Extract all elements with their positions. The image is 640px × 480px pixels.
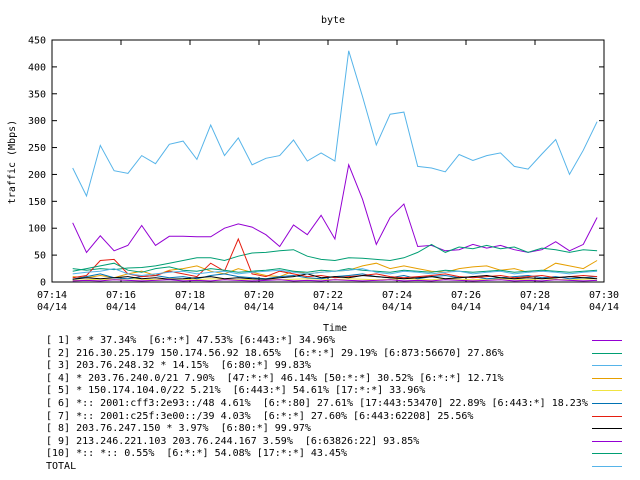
y-tick-label: 350 bbox=[28, 89, 46, 100]
legend-swatch bbox=[592, 390, 622, 392]
y-axis-label: traffic (Mbps) bbox=[7, 120, 18, 204]
legend-swatch bbox=[592, 365, 622, 367]
legend-entry: [ 5] * 150.174.104.0/22 5.21% [6:443:*] … bbox=[46, 385, 426, 397]
legend-entry: [ 4] * 203.76.240.0/21 7.90% [47:*:*] 46… bbox=[46, 372, 504, 384]
x-tick-label-time: 07:26 bbox=[451, 290, 481, 301]
legend-entry: [ 1] * * 37.34% [6:*:*] 47.53% [6:443:*]… bbox=[46, 335, 335, 346]
legend-entry: [ 8] 203.76.247.150 * 3.97% [6:80:*] 99.… bbox=[46, 423, 311, 435]
x-tick-label-date: 04/14 bbox=[520, 302, 550, 313]
series-line-11 bbox=[72, 268, 598, 277]
x-tick-label-time: 07:20 bbox=[244, 290, 274, 301]
y-tick-label: 0 bbox=[40, 278, 46, 289]
legend-swatch bbox=[592, 440, 622, 442]
y-tick-label: 150 bbox=[28, 197, 46, 208]
x-tick-label-date: 04/14 bbox=[451, 302, 481, 313]
x-tick-label-time: 07:22 bbox=[313, 290, 343, 301]
legend-swatch bbox=[592, 428, 622, 430]
legend-entry: TOTAL bbox=[46, 461, 77, 472]
series-line-4 bbox=[72, 260, 598, 279]
y-tick-label: 100 bbox=[28, 224, 46, 235]
y-tick-label: 450 bbox=[28, 36, 46, 47]
x-tick-label-date: 04/14 bbox=[244, 302, 274, 313]
legend-swatch bbox=[592, 403, 622, 404]
legend-swatch bbox=[592, 453, 622, 455]
x-tick-label-time: 07:28 bbox=[520, 290, 550, 301]
x-tick-label-time: 07:14 bbox=[37, 290, 67, 301]
legend-swatch bbox=[592, 466, 622, 467]
series-line-3 bbox=[72, 50, 598, 198]
chart-title: byte bbox=[321, 15, 345, 26]
legend-swatch bbox=[592, 415, 622, 417]
series-line-9 bbox=[72, 279, 598, 282]
y-tick-label: 400 bbox=[28, 62, 46, 73]
series-line-7 bbox=[72, 237, 598, 279]
legend-entry: [10] *:: *:: 0.55% [6:*:*] 54.08% [17:*:… bbox=[46, 448, 348, 460]
y-tick-label: 200 bbox=[28, 170, 46, 181]
legend-swatch bbox=[592, 352, 622, 354]
x-tick-label-date: 04/14 bbox=[589, 302, 619, 313]
legend-entry: [ 9] 213.246.221.103 203.76.244.167 3.59… bbox=[46, 435, 420, 447]
legend-entry: [ 2] 216.30.25.179 150.174.56.92 18.65% … bbox=[46, 347, 504, 359]
x-tick-label-date: 04/14 bbox=[382, 302, 412, 313]
x-axis-label: Time bbox=[323, 323, 347, 334]
x-axis: 07:1404/1407:1604/1407:1804/1407:2004/14… bbox=[37, 40, 619, 313]
series-line-1 bbox=[72, 163, 598, 254]
series-line-8 bbox=[72, 273, 598, 280]
plot-border bbox=[51, 39, 605, 283]
y-tick-label: 300 bbox=[28, 116, 46, 127]
y-tick-label: 250 bbox=[28, 143, 46, 154]
x-tick-label-date: 04/14 bbox=[37, 302, 67, 313]
legend-swatch bbox=[592, 377, 622, 379]
x-tick-label-date: 04/14 bbox=[313, 302, 343, 313]
plot-area bbox=[51, 39, 605, 283]
series-line-2 bbox=[72, 243, 598, 271]
x-tick-label-time: 07:16 bbox=[106, 290, 136, 301]
legend-swatch bbox=[592, 340, 622, 341]
legend-entry: [ 3] 203.76.248.32 * 14.15% [6:80:*] 99.… bbox=[46, 360, 311, 372]
x-tick-label-date: 04/14 bbox=[175, 302, 205, 313]
y-tick-label: 50 bbox=[34, 251, 46, 262]
x-tick-label-time: 07:18 bbox=[175, 290, 205, 301]
y-axis: 0 50 100 150 200 250 300 350 400 450 bbox=[28, 36, 604, 289]
x-tick-label-time: 07:30 bbox=[589, 290, 619, 301]
legend-entry: [ 6] *:: 2001:cff3:2e93::/48 4.61% [6:*:… bbox=[46, 398, 588, 409]
x-tick-label-time: 07:24 bbox=[382, 290, 412, 301]
legend-entry: [ 7] *:: 2001:c25f:3e00::/39 4.03% [6:*:… bbox=[46, 410, 474, 422]
x-tick-label-date: 04/14 bbox=[106, 302, 136, 313]
series-lines bbox=[72, 50, 598, 282]
